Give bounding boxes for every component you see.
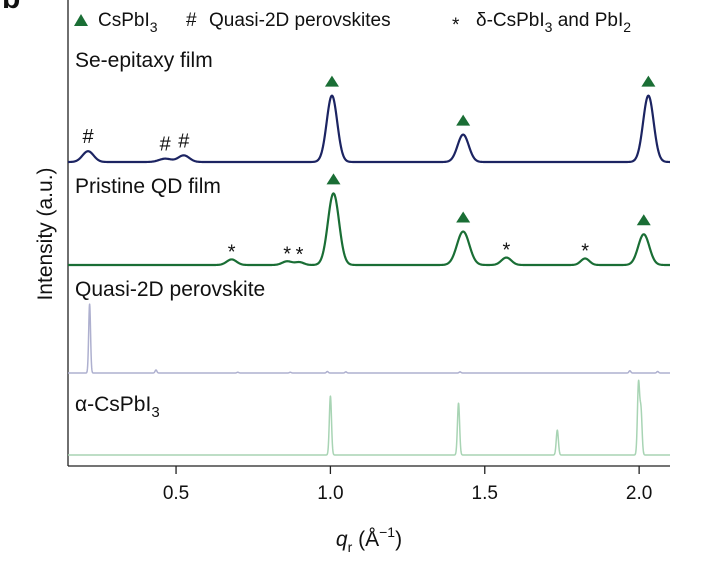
peak-markers: # # #* * * * * [83,75,656,266]
peak-star-marker: * [283,243,291,265]
legend-cspbi3: CsPbI3 [98,10,158,35]
peak-star-marker: * [581,240,589,262]
x-axis-title: qr (Å−1) [336,524,402,555]
traces [67,94,671,456]
legend-star-marker: * [452,15,460,36]
peak-triangle-marker [636,214,651,226]
legend-hash-marker: # [186,10,197,31]
x-tick-label: 1.5 [472,483,498,504]
peak-star-marker: * [228,241,236,263]
peak-hash-marker: # [160,134,172,156]
trace-labels: Se-epitaxy film Pristine QD film Quasi-2D … [75,49,265,421]
trace-label-3: Quasi-2D perovskite [75,278,265,301]
trace-label-1: Se-epitaxy film [75,49,213,72]
trace-2 [67,192,671,267]
peak-star-marker: * [296,244,304,266]
trace-1 [67,94,671,164]
panel-letter: b [2,0,20,15]
x-tick-label: 0.5 [163,483,189,504]
x-tick-label: 2.0 [626,483,652,504]
peak-hash-marker: # [178,130,190,152]
peak-star-marker: * [502,240,510,262]
trace-3 [67,303,671,374]
peak-triangle-marker [641,75,656,87]
trace-4 [67,379,671,456]
legend-delta-cspbi3: δ-CsPbI3 and PbI2 [476,10,631,35]
peak-triangle-marker [456,114,471,126]
peak-triangle-marker [324,75,339,87]
trace-label-2: Pristine QD film [75,175,221,198]
y-axis-title: Intensity (a.u.) [34,167,57,300]
x-tick-label: 1.0 [317,483,343,504]
peak-triangle-marker [326,173,341,185]
legend-quasi-2d: Quasi-2D perovskites [209,10,391,31]
peak-hash-marker: # [83,126,95,148]
peak-triangle-marker [456,211,471,223]
legend-triangle-marker [74,14,88,26]
legend: CsPbI3 # Quasi-2D perovskites * δ-CsPbI3… [74,10,631,36]
trace-label-4: α-CsPbI3 [75,393,160,421]
x-ticks: 0.5 1.0 1.5 2.0 [163,466,652,504]
